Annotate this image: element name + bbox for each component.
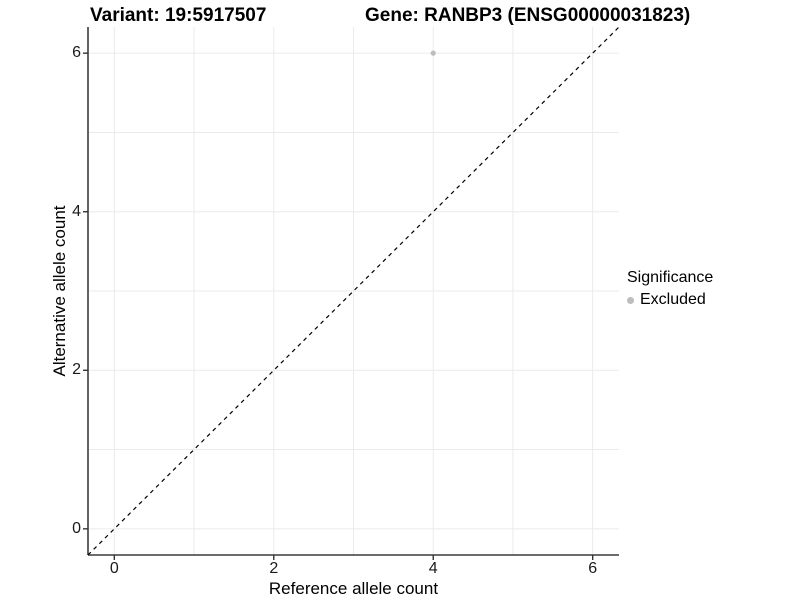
- data-point: [430, 50, 436, 56]
- gene-title: Gene: RANBP3 (ENSG00000031823): [365, 5, 691, 26]
- x-tick-label: 2: [269, 560, 279, 577]
- variant-title: Variant: 19:5917507: [90, 5, 267, 26]
- identity-dashed-line: [87, 26, 620, 556]
- y-tick-label: 6: [72, 44, 81, 62]
- x-tick-label: 0: [109, 560, 119, 577]
- y-tick-label: 2: [72, 361, 81, 379]
- legend-item-excluded: Excluded: [627, 291, 713, 309]
- y-axis-label: Alternative allele count: [50, 205, 69, 377]
- legend-title: Significance: [627, 269, 714, 286]
- legend: Significance Excluded: [627, 269, 713, 309]
- y-tick-label: 4: [72, 202, 81, 220]
- x-tick-label: 6: [588, 560, 598, 577]
- x-axis-label: Reference allele count: [268, 579, 439, 598]
- excluded-marker-icon: [627, 296, 634, 304]
- x-tick-label: 4: [428, 560, 438, 577]
- y-tick-label: 0: [72, 519, 81, 537]
- legend-item-label: Excluded: [640, 291, 706, 308]
